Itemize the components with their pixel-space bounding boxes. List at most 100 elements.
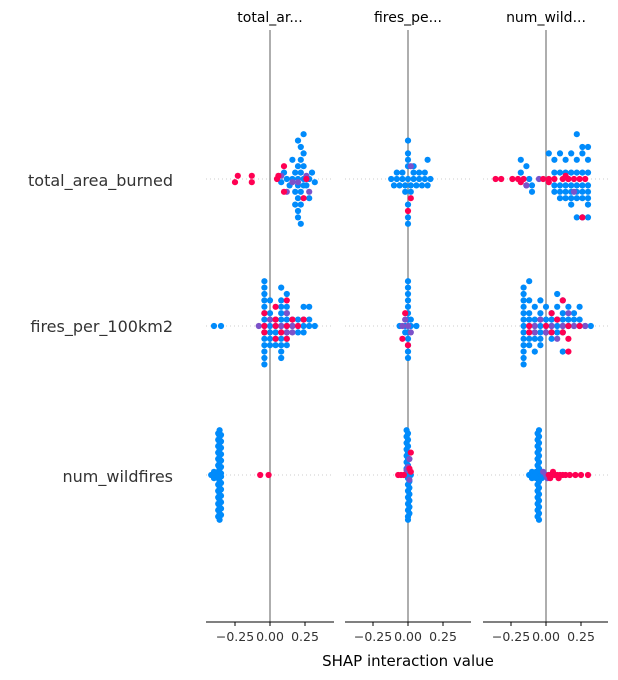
data-point-red (248, 172, 255, 179)
data-point-blue (404, 214, 412, 221)
data-point-red (526, 329, 533, 336)
data-point-blue (517, 169, 524, 176)
data-point-blue (554, 322, 561, 330)
data-point-blue (576, 316, 583, 323)
data-point-blue (404, 137, 412, 144)
data-point-blue (294, 137, 302, 144)
data-point-blue (300, 163, 307, 170)
data-point-blue (526, 342, 533, 349)
data-point-red (289, 316, 296, 323)
data-point-purple (283, 310, 290, 317)
data-point-blue (535, 516, 543, 523)
data-point-blue (579, 143, 586, 151)
data-point-purple (542, 329, 550, 336)
data-point-blue (520, 297, 527, 304)
data-point-blue (266, 335, 274, 342)
data-point-blue (294, 316, 302, 323)
data-point-blue (283, 175, 290, 183)
data-point-blue (404, 284, 412, 291)
data-point-blue (579, 195, 586, 202)
data-point-blue (421, 175, 428, 183)
data-point-purple (537, 316, 544, 323)
data-point-blue (217, 444, 225, 451)
data-point-red (562, 172, 569, 179)
data-point-blue (551, 188, 558, 195)
data-point-blue (413, 322, 420, 330)
data-point-blue (272, 342, 279, 349)
data-point-red (280, 163, 288, 170)
data-point-blue (584, 182, 592, 189)
data-point-blue (297, 143, 304, 151)
data-point-red (577, 471, 585, 479)
data-point-blue (587, 322, 594, 330)
data-point-red (283, 322, 290, 330)
data-point-red (272, 322, 279, 330)
data-point-blue (568, 195, 575, 202)
data-point-blue (300, 303, 307, 310)
data-point-blue (210, 322, 218, 330)
data-point-blue (278, 297, 285, 304)
data-point-blue (294, 214, 302, 221)
data-point-blue (404, 303, 412, 310)
data-point-blue (418, 182, 426, 189)
data-point-blue (551, 169, 558, 176)
data-point-blue (551, 156, 558, 163)
data-point-blue (554, 303, 561, 310)
data-point-purple (531, 322, 538, 330)
data-point-purple (407, 329, 414, 336)
data-point-blue (520, 335, 527, 342)
data-point-red (565, 322, 572, 330)
data-point-blue (556, 182, 564, 189)
data-point-blue (517, 156, 524, 163)
data-point-blue (424, 156, 431, 163)
data-point-blue (526, 335, 533, 342)
data-point-blue (554, 290, 561, 298)
data-point-purple (289, 329, 296, 336)
data-point-blue (531, 303, 538, 310)
data-point-blue (562, 182, 569, 189)
data-point-red (283, 297, 290, 304)
data-point-blue (297, 201, 304, 208)
data-point-blue (537, 335, 544, 342)
data-point-blue (217, 499, 225, 506)
data-point-blue (300, 322, 307, 330)
data-point-blue (531, 348, 538, 355)
data-point-blue (297, 169, 304, 176)
data-point-blue (278, 342, 285, 349)
data-point-blue (217, 451, 225, 458)
data-point-blue (535, 427, 543, 434)
data-point-blue (427, 175, 434, 183)
data-point-blue (393, 169, 400, 176)
data-point-blue (396, 182, 403, 189)
data-point-blue (399, 175, 406, 183)
data-point-blue (568, 201, 575, 208)
data-point-purple (407, 163, 414, 170)
data-point-blue (404, 156, 412, 163)
data-point-blue (565, 316, 572, 323)
data-point-blue (573, 131, 580, 138)
data-point-blue (292, 169, 299, 176)
data-point-blue (283, 290, 290, 298)
data-point-purple (570, 188, 578, 195)
data-point-blue (261, 278, 268, 285)
data-point-blue (584, 169, 592, 176)
data-point-red (551, 175, 558, 183)
data-point-purple (404, 322, 412, 330)
data-point-blue (573, 182, 580, 189)
data-point-red (278, 329, 285, 336)
data-point-blue (520, 329, 527, 336)
data-point-blue (278, 348, 285, 355)
data-point-blue (217, 322, 225, 330)
data-point-red (257, 471, 264, 479)
data-point-blue (300, 131, 307, 138)
data-point-blue (573, 169, 580, 176)
data-point-purple (306, 188, 313, 195)
data-point-blue (217, 473, 225, 480)
data-point-blue (520, 303, 527, 310)
data-point-purple (531, 329, 538, 336)
data-point-red (548, 329, 555, 336)
data-point-blue (559, 348, 566, 355)
data-point-blue (217, 438, 225, 445)
data-point-red (565, 335, 572, 342)
